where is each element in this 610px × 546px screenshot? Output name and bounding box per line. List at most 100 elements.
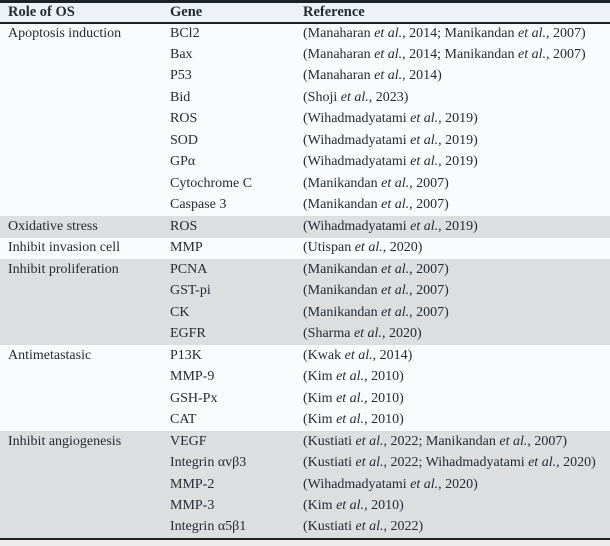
gene-cell: GPα <box>162 151 295 173</box>
table-row: MMP-3 (Kim et al., 2010) <box>0 495 610 517</box>
role-cell: Apoptosis induction <box>0 22 162 44</box>
gene-cell: P13K <box>162 345 295 367</box>
table-row: Caspase 3 (Manikandan et al., 2007) <box>0 194 610 216</box>
role-cell <box>0 65 162 87</box>
gene-cell: Caspase 3 <box>162 194 295 216</box>
table-row: ROS (Wihadmadyatami et al., 2019) <box>0 108 610 130</box>
role-cell <box>0 108 162 130</box>
table-header: Role of OS Gene Reference <box>0 1 610 24</box>
gene-cell: Integrin α5β1 <box>162 517 295 539</box>
reference-cell: (Manikandan et al., 2007) <box>295 194 610 216</box>
table-row: MMP-9 (Kim et al., 2010) <box>0 366 610 388</box>
role-cell <box>0 517 162 539</box>
role-cell <box>0 366 162 388</box>
role-cell <box>0 323 162 345</box>
header-row: Role of OS Gene Reference <box>0 1 610 24</box>
table-row: SOD (Wihadmadyatami et al., 2019) <box>0 130 610 152</box>
gene-cell: MMP-2 <box>162 474 295 496</box>
reference-cell: (Manikandan et al., 2007) <box>295 302 610 324</box>
role-cell <box>0 87 162 109</box>
gene-cell: VEGF <box>162 431 295 453</box>
table-row: GST-pi (Manikandan et al., 2007) <box>0 280 610 302</box>
role-cell <box>0 280 162 302</box>
gene-cell: PCNA <box>162 259 295 281</box>
reference-cell: (Wihadmadyatami et al., 2020) <box>295 474 610 496</box>
reference-cell: (Manikandan et al., 2007) <box>295 259 610 281</box>
role-cell: Inhibit angiogenesis <box>0 431 162 453</box>
table-row: CK (Manikandan et al., 2007) <box>0 302 610 324</box>
reference-cell: (Wihadmadyatami et al., 2019) <box>295 216 610 238</box>
table-row: Oxidative stress ROS (Wihadmadyatami et al… <box>0 216 610 238</box>
table-body: Apoptosis induction BCl2 (Manaharan et al.… <box>0 22 610 539</box>
role-cell <box>0 151 162 173</box>
table-row: EGFR (Sharma et al., 2020) <box>0 323 610 345</box>
reference-cell: (Kim et al., 2010) <box>295 388 610 410</box>
table-row: Inhibit invasion cell MMP (Utispan et al.,… <box>0 237 610 259</box>
reference-cell: (Wihadmadyatami et al., 2019) <box>295 130 610 152</box>
table-row: Bax (Manaharan et al., 2014; Manikandan e… <box>0 44 610 66</box>
table-row: Integrin αvβ3 (Kustiati et al., 2022; Wih… <box>0 452 610 474</box>
reference-cell: (Manikandan et al., 2007) <box>295 280 610 302</box>
table-row: Inhibit angiogenesis VEGF (Kustiati et al.… <box>0 431 610 453</box>
reference-cell: (Utispan et al., 2020) <box>295 237 610 259</box>
gene-cell: SOD <box>162 130 295 152</box>
reference-cell: (Shoji et al., 2023) <box>295 87 610 109</box>
reference-cell: (Manaharan et al., 2014; Manikandan et a… <box>295 22 610 44</box>
reference-cell: (Wihadmadyatami et al., 2019) <box>295 108 610 130</box>
gene-cell: BCl2 <box>162 22 295 44</box>
gene-cell: P53 <box>162 65 295 87</box>
gene-cell: Bax <box>162 44 295 66</box>
role-cell <box>0 495 162 517</box>
reference-cell: (Sharma et al., 2020) <box>295 323 610 345</box>
gene-cell: Integrin αvβ3 <box>162 452 295 474</box>
role-cell <box>0 409 162 431</box>
gene-cell: ROS <box>162 216 295 238</box>
reference-cell: (Manaharan et al., 2014) <box>295 65 610 87</box>
table-row: Integrin α5β1 (Kustiati et al., 2022) <box>0 517 610 539</box>
table-row: Bid (Shoji et al., 2023) <box>0 87 610 109</box>
reference-cell: (Wihadmadyatami et al., 2019) <box>295 151 610 173</box>
table-row: Antimetastasic P13K (Kwak et al., 2014) <box>0 345 610 367</box>
reference-cell: (Kustiati et al., 2022; Manikandan et al… <box>295 431 610 453</box>
gene-cell: GST-pi <box>162 280 295 302</box>
role-cell <box>0 194 162 216</box>
gene-cell: Cytochrome C <box>162 173 295 195</box>
table-row: Inhibit proliferation PCNA (Manikandan et … <box>0 259 610 281</box>
role-cell: Inhibit invasion cell <box>0 237 162 259</box>
gene-cell: ROS <box>162 108 295 130</box>
role-cell <box>0 388 162 410</box>
role-cell: Oxidative stress <box>0 216 162 238</box>
role-cell <box>0 452 162 474</box>
reference-cell: (Kustiati et al., 2022; Wihadmadyatami e… <box>295 452 610 474</box>
gene-cell: GSH-Px <box>162 388 295 410</box>
reference-cell: (Kim et al., 2010) <box>295 495 610 517</box>
role-cell <box>0 130 162 152</box>
column-header-reference: Reference <box>295 1 610 24</box>
gene-cell: MMP <box>162 237 295 259</box>
role-cell <box>0 302 162 324</box>
reference-cell: (Manikandan et al., 2007) <box>295 173 610 195</box>
reference-cell: (Kim et al., 2010) <box>295 409 610 431</box>
role-cell <box>0 173 162 195</box>
table-row: GSH-Px (Kim et al., 2010) <box>0 388 610 410</box>
reference-cell: (Kwak et al., 2014) <box>295 345 610 367</box>
gene-cell: EGFR <box>162 323 295 345</box>
gene-cell: Bid <box>162 87 295 109</box>
reference-cell: (Manaharan et al., 2014; Manikandan et a… <box>295 44 610 66</box>
role-cell: Inhibit proliferation <box>0 259 162 281</box>
table-row: MMP-2 (Wihadmadyatami et al., 2020) <box>0 474 610 496</box>
reference-cell: (Kustiati et al., 2022) <box>295 517 610 539</box>
role-cell <box>0 474 162 496</box>
reference-cell: (Kim et al., 2010) <box>295 366 610 388</box>
table-row: GPα (Wihadmadyatami et al., 2019) <box>0 151 610 173</box>
column-header-role: Role of OS <box>0 1 162 24</box>
table-row: Apoptosis induction BCl2 (Manaharan et al.… <box>0 22 610 44</box>
role-cell <box>0 44 162 66</box>
gene-cell: MMP-9 <box>162 366 295 388</box>
role-cell: Antimetastasic <box>0 345 162 367</box>
column-header-gene: Gene <box>162 1 295 24</box>
table-row: Cytochrome C (Manikandan et al., 2007) <box>0 173 610 195</box>
gene-cell: CAT <box>162 409 295 431</box>
gene-cell: MMP-3 <box>162 495 295 517</box>
